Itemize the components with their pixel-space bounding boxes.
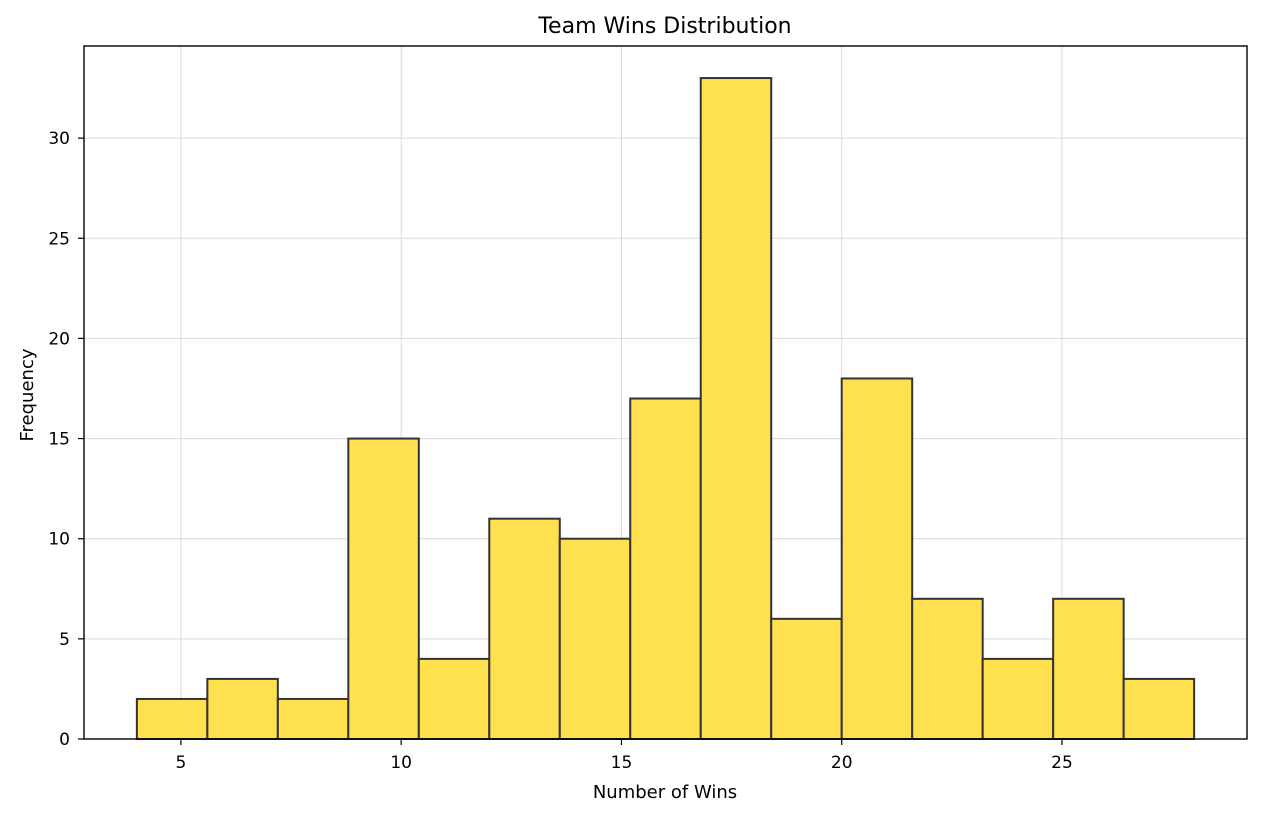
histogram-bar-1 <box>206 677 279 740</box>
histogram-bar-8 <box>699 77 773 740</box>
histogram-bar-14 <box>1122 677 1196 740</box>
y-axis-label: Frequency <box>17 348 38 441</box>
histogram-bars <box>135 77 1196 741</box>
y-tick-label-2: 10 <box>48 530 70 550</box>
x-tick-label-0: 5 <box>176 753 187 773</box>
y-tick-label-4: 20 <box>48 329 70 349</box>
histogram-bar-9 <box>770 617 843 741</box>
histogram-bar-6 <box>558 537 632 741</box>
y-tick-label-6: 30 <box>48 129 70 149</box>
histogram-bar-10 <box>840 377 914 740</box>
x-axis-label: Number of Wins <box>593 782 737 803</box>
chart-title: Team Wins Distribution <box>537 14 791 39</box>
histogram-bar-12 <box>981 657 1055 741</box>
axis-ticks: 5 10 15 20 25 0 5 10 15 20 25 30 <box>48 129 1072 773</box>
y-tick-label-0: 0 <box>59 730 70 750</box>
histogram-bar-3 <box>347 437 420 740</box>
histogram-bar-13 <box>1052 597 1125 740</box>
y-tick-label-5: 25 <box>48 229 70 249</box>
histogram-bar-4 <box>417 657 491 741</box>
x-tick-label-3: 20 <box>831 753 853 773</box>
x-tick-label-4: 25 <box>1051 753 1073 773</box>
plot-area-frame <box>83 45 1248 740</box>
histogram-bar-2 <box>276 697 350 741</box>
histogram-bar-0 <box>135 697 209 741</box>
histogram-bar-7 <box>629 397 702 740</box>
x-tick-label-1: 10 <box>390 753 412 773</box>
y-tick-label-3: 15 <box>48 430 70 450</box>
histogram-bar-11 <box>911 597 984 740</box>
x-tick-label-2: 15 <box>611 753 633 773</box>
histogram-bar-5 <box>488 517 561 740</box>
y-tick-label-1: 5 <box>59 630 70 650</box>
